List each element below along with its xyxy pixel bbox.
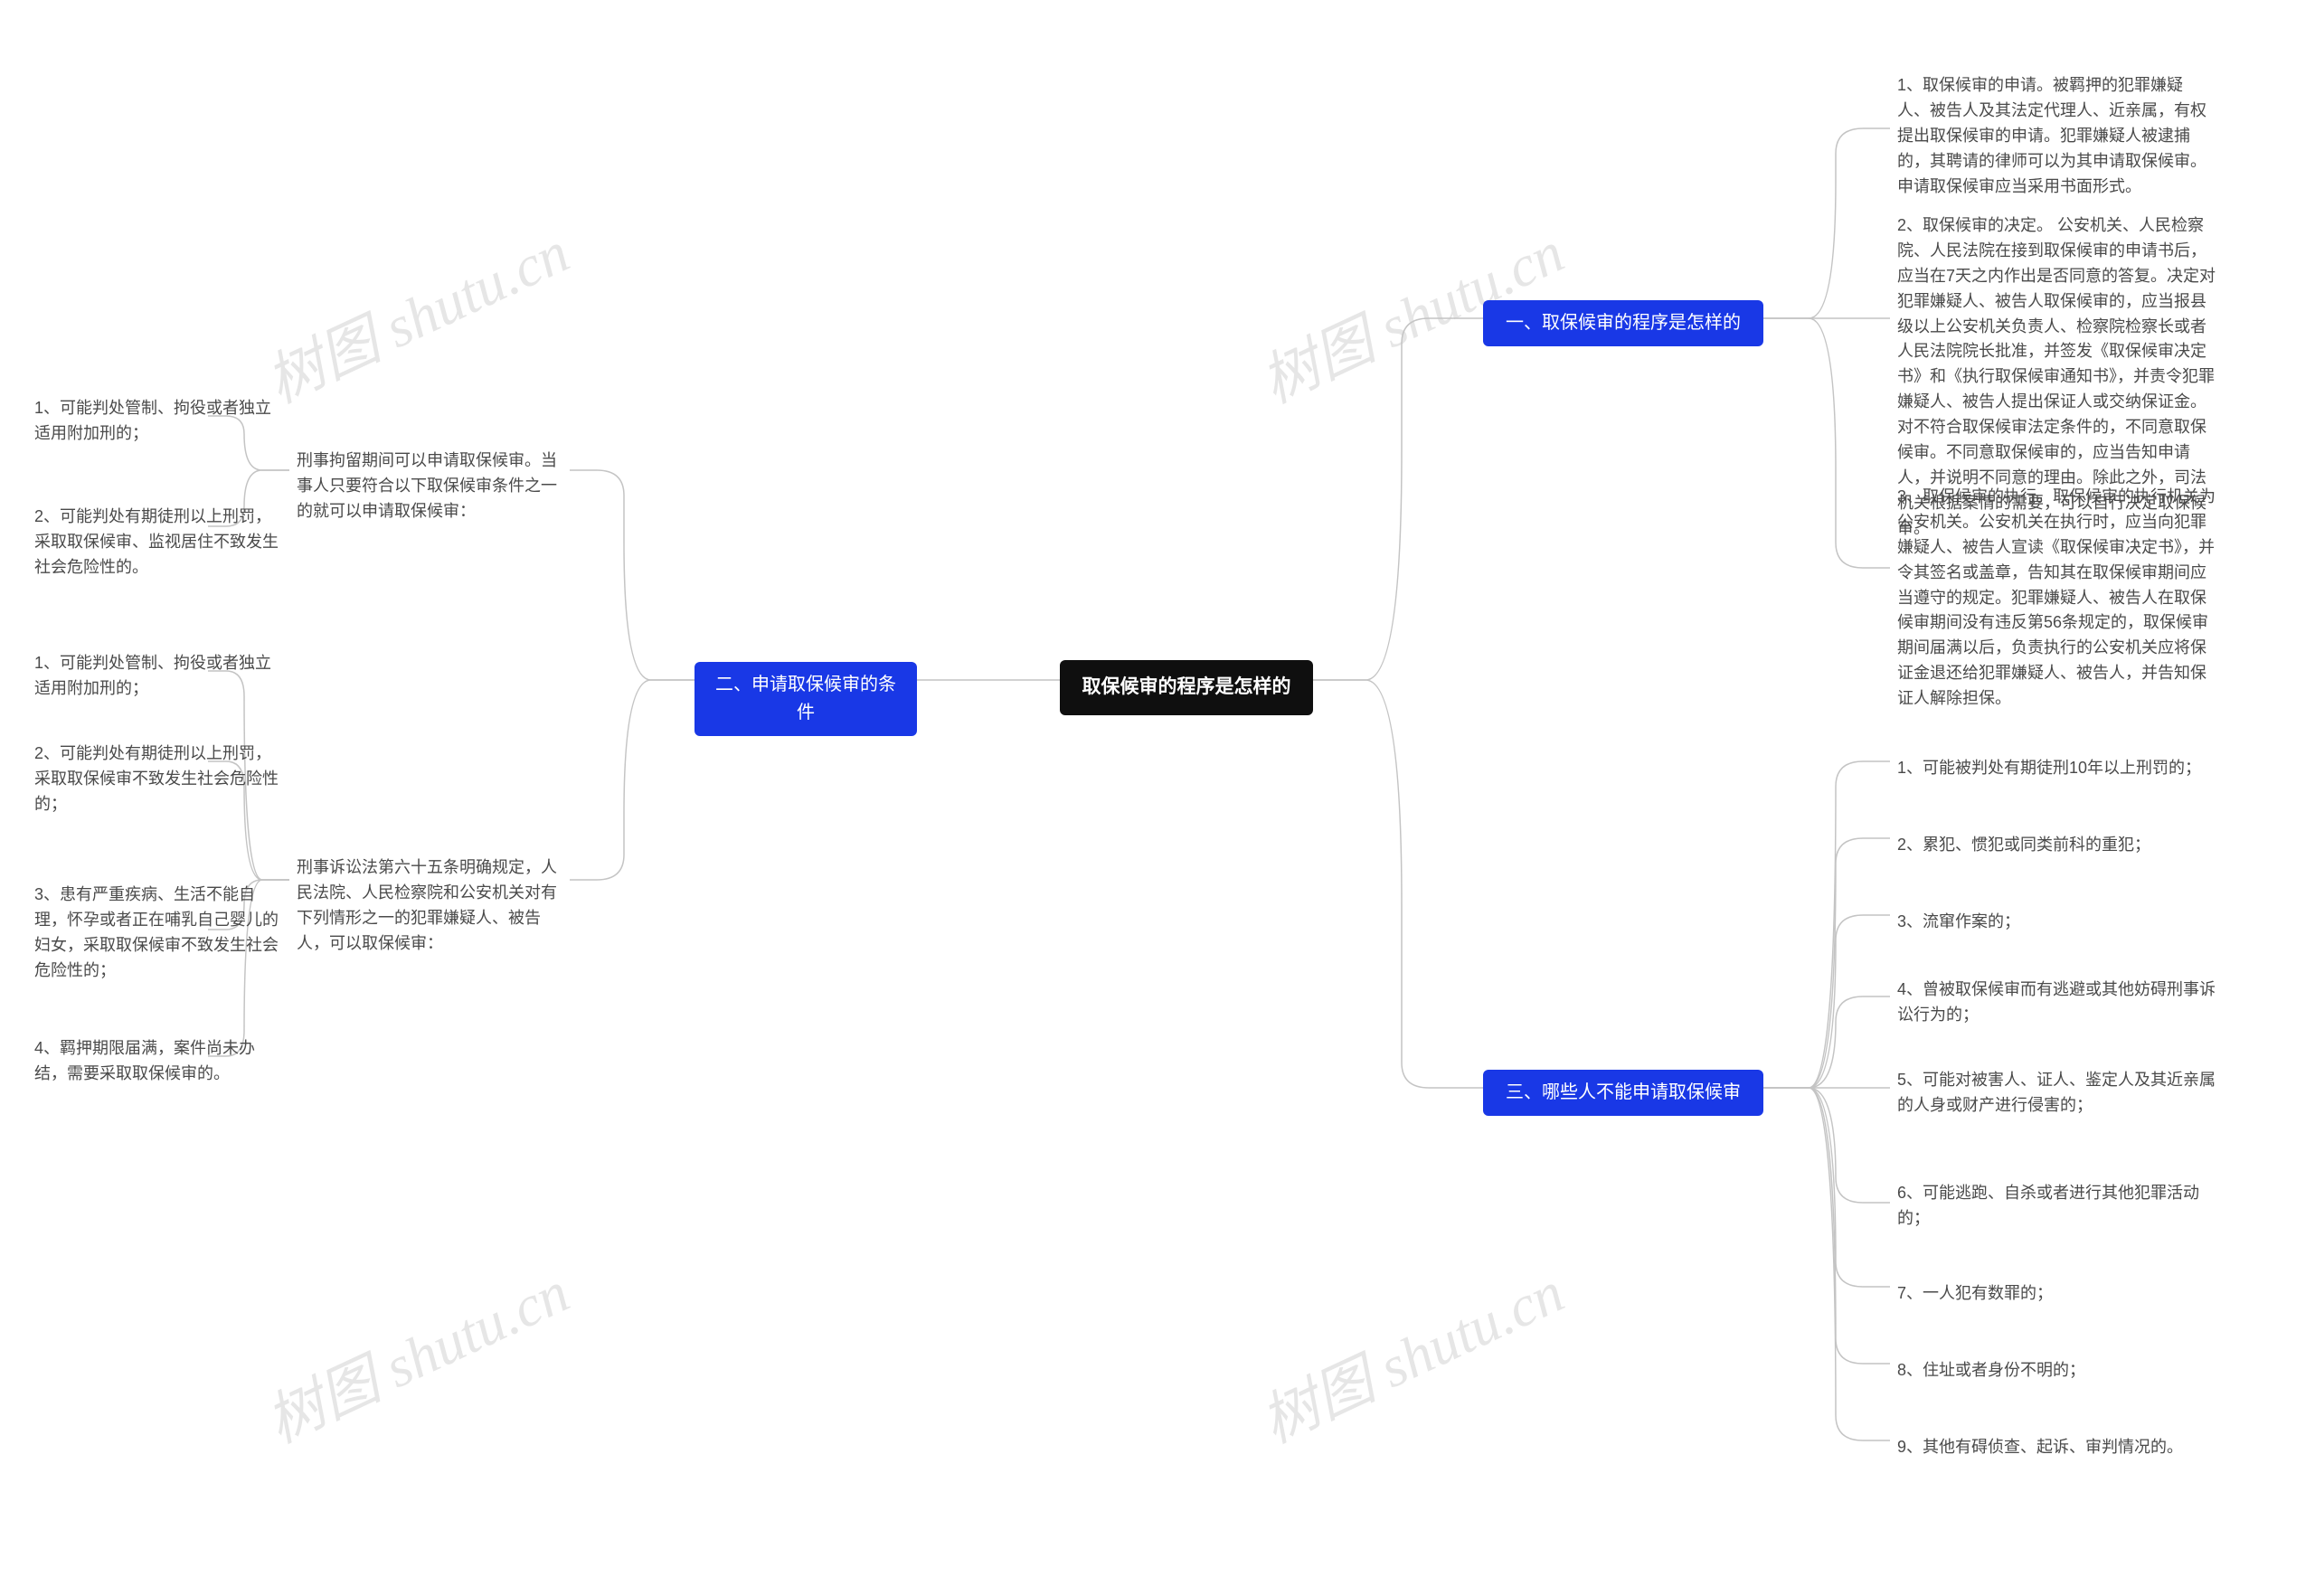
b3-leaf-5: 5、可能对被害人、证人、鉴定人及其近亲属的人身或财产进行侵害的； — [1890, 1062, 2225, 1124]
b2-c2-item-2: 2、可能判处有期徒刑以上刑罚，采取取保候审不致发生社会危险性的； — [27, 736, 289, 823]
b3-leaf-1: 1、可能被判处有期徒刑10年以上刑罚的； — [1890, 751, 2225, 787]
watermark: 树图 shutu.cn — [250, 1246, 580, 1459]
b2-c1: 刑事拘留期间可以申请取保候审。当事人只要符合以下取保候审条件之一的就可以申请取保… — [289, 443, 570, 530]
branch-3[interactable]: 三、哪些人不能申请取保候审 — [1483, 1070, 1763, 1116]
b1-leaf-1: 1、取保候审的申请。被羁押的犯罪嫌疑人、被告人及其法定代理人、近亲属，有权提出取… — [1890, 68, 2216, 204]
mindmap-canvas: 树图 shutu.cn 树图 shutu.cn 树图 shutu.cn 树图 s… — [0, 0, 2315, 1596]
branch-1[interactable]: 一、取保候审的程序是怎样的 — [1483, 300, 1763, 346]
b3-leaf-8: 8、住址或者身份不明的； — [1890, 1353, 2225, 1389]
branch-2[interactable]: 二、申请取保候审的条件 — [694, 662, 917, 736]
b2-c2-item-4: 4、羁押期限届满，案件尚未办结，需要采取取保候审的。 — [27, 1031, 289, 1092]
root-node[interactable]: 取保候审的程序是怎样的 — [1060, 660, 1313, 715]
b3-leaf-4: 4、曾被取保候审而有逃避或其他妨碍刑事诉讼行为的； — [1890, 972, 2225, 1034]
b3-leaf-2: 2、累犯、惯犯或同类前科的重犯； — [1890, 827, 2225, 864]
watermark: 树图 shutu.cn — [250, 206, 580, 419]
b3-leaf-7: 7、一人犯有数罪的； — [1890, 1276, 2225, 1312]
watermark: 树图 shutu.cn — [1245, 1246, 1574, 1459]
b2-c2-item-1: 1、可能判处管制、拘役或者独立适用附加刑的； — [27, 646, 280, 707]
b2-c1-item-2: 2、可能判处有期徒刑以上刑罚，采取取保候审、监视居住不致发生社会危险性的。 — [27, 499, 289, 586]
b2-c2-item-3: 3、患有严重疾病、生活不能自理，怀孕或者正在哺乳自己婴儿的妇女，采取取保候审不致… — [27, 877, 289, 989]
b3-leaf-3: 3、流窜作案的； — [1890, 904, 2225, 940]
b3-leaf-6: 6、可能逃跑、自杀或者进行其他犯罪活动的； — [1890, 1176, 2225, 1237]
b2-c1-item-1: 1、可能判处管制、拘役或者独立适用附加刑的； — [27, 391, 280, 452]
b3-leaf-9: 9、其他有碍侦查、起诉、审判情况的。 — [1890, 1430, 2225, 1466]
b1-leaf-3: 3、取保候审的执行。取保候审的执行机关为公安机关。公安机关在执行时，应当向犯罪嫌… — [1890, 479, 2225, 717]
b2-c2: 刑事诉讼法第六十五条明确规定，人民法院、人民检察院和公安机关对有下列情形之一的犯… — [289, 850, 570, 962]
